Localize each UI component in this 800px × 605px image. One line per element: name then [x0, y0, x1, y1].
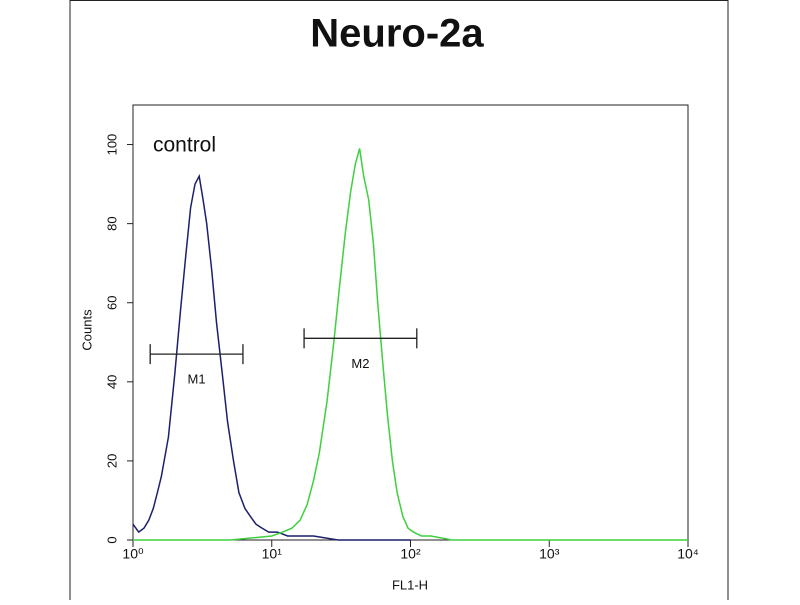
marker-label: M1	[188, 372, 206, 387]
y-tick-label: 80	[104, 216, 119, 230]
y-tick-label: 40	[104, 375, 119, 389]
x-tick-label: 10⁰	[122, 546, 144, 562]
x-tick-label: 10¹	[262, 546, 283, 562]
y-tick-label: 100	[104, 134, 119, 156]
x-tick-label: 10²	[400, 546, 421, 562]
histogram-line	[132, 173, 411, 541]
x-axis-label: FL1-H	[392, 577, 428, 592]
y-tick-label: 0	[104, 536, 119, 543]
annotation: control	[153, 134, 216, 157]
y-axis-label: Counts	[79, 309, 94, 351]
histogram-line	[133, 148, 688, 541]
chart-title: Neuro-2a	[310, 12, 484, 56]
y-tick-label: 20	[104, 454, 119, 468]
frame	[69, 0, 729, 605]
marker-label: M2	[351, 356, 369, 371]
x-tick-label: 10⁴	[677, 546, 699, 562]
y-tick-label: 60	[104, 295, 119, 309]
x-tick-label: 10³	[539, 546, 560, 562]
